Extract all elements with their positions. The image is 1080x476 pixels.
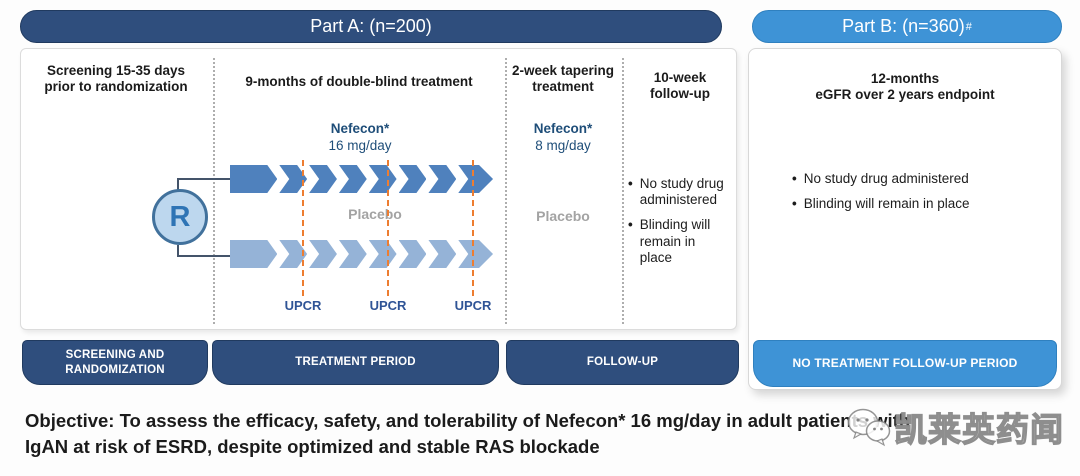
nefecon-16-dose: 16 mg/day [328,137,392,153]
objective-text: Objective: To assess the efficacy, safet… [25,410,911,457]
chevron-segment [399,165,427,193]
upcr-label: UPCR [454,298,492,313]
bullet-text: No study drug administered [803,171,969,186]
chevron-segment [309,165,337,193]
chevron-segment [309,240,337,268]
arrow-tip [458,165,493,193]
randomization-circle: R [152,189,208,245]
upcr-marker-line [387,160,389,296]
arrow-tip [458,240,493,268]
period-bar-treatment: TREATMENT PERIOD [212,340,499,385]
upcr-label: UPCR [284,298,322,313]
bullet-item: Blinding will remain in place [628,217,734,266]
part-b-card [748,48,1062,390]
upcr-label: UPCR [369,298,407,313]
chevron-segment [369,165,397,193]
wechat-logo-icon [847,408,891,447]
period-bar-screening: SCREENING AND RANDOMIZATION [22,340,208,385]
randomization-connector-bottom [177,245,230,257]
followup-column-label: 10-week follow-up [650,70,710,102]
nefecon-16-name: Nefecon* [330,121,390,136]
watermark-text: 凯莱英药闻 [893,410,1064,448]
bullet-text: No study drug administered [639,176,724,208]
placebo-label-treatment: Placebo [348,206,402,222]
bullet-item: Blinding will remain in place [792,196,1042,212]
treatment-arrow-placebo [230,240,493,268]
partb-bullet-list: No study drug administered Blinding will… [792,171,1042,221]
followup-bullet-list: No study drug administered Blinding will… [628,176,734,275]
upcr-marker-line [302,160,304,296]
screening-column-label: Screening 15-35 days prior to randomizat… [44,63,188,95]
period-bar-followup: FOLLOW-UP [506,340,739,385]
nefecon-8-label: Nefecon* 8 mg/day [503,121,623,155]
part-b-title: Part B: (n=360) [842,16,965,36]
bullet-text: Blinding will remain in place [803,196,970,212]
nefecon-8-dose: 8 mg/day [535,137,591,153]
chevron-segment [339,165,367,193]
bullet-item: No study drug administered [792,171,1042,187]
placebo-label-tapering: Placebo [536,208,590,224]
column-divider-3 [622,58,624,324]
column-divider-2 [505,58,507,324]
chevron-segment [339,240,367,268]
period-bar-no-treatment: NO TREATMENT FOLLOW-UP PERIOD [753,340,1057,387]
chevron-segment [399,240,427,268]
bullet-item: No study drug administered [628,176,734,208]
upcr-marker-line [472,160,474,296]
column-divider-1 [213,58,215,324]
chevron-segment [428,240,456,268]
part-a-header-bar: Part A: (n=200) [20,10,722,43]
treatment-arrow-nefecon [230,165,493,193]
randomization-letter: R [169,200,191,233]
part-b-header-bar: Part B: (n=360) # [752,10,1062,43]
chevron-segment [428,165,456,193]
watermark: 凯莱英药闻 [846,403,1064,451]
nefecon-16-label: Nefecon* 16 mg/day [280,121,440,155]
nefecon-8-name: Nefecon* [533,121,593,136]
tapering-column-label: 2-week tapering treatment [511,63,615,95]
part-b-title-superscript: # [965,20,972,33]
partb-endpoint-label: 12-months eGFR over 2 years endpoint [815,71,995,103]
chevron-segment [230,240,277,268]
chevron-segment [230,165,277,193]
randomization-connector-top [177,178,230,191]
treatment-column-label: 9-months of double-blind treatment [245,74,473,89]
bullet-text: Blinding will remain in place [639,217,711,265]
chevron-segment [369,240,397,268]
part-a-title: Part A: (n=200) [310,16,432,36]
